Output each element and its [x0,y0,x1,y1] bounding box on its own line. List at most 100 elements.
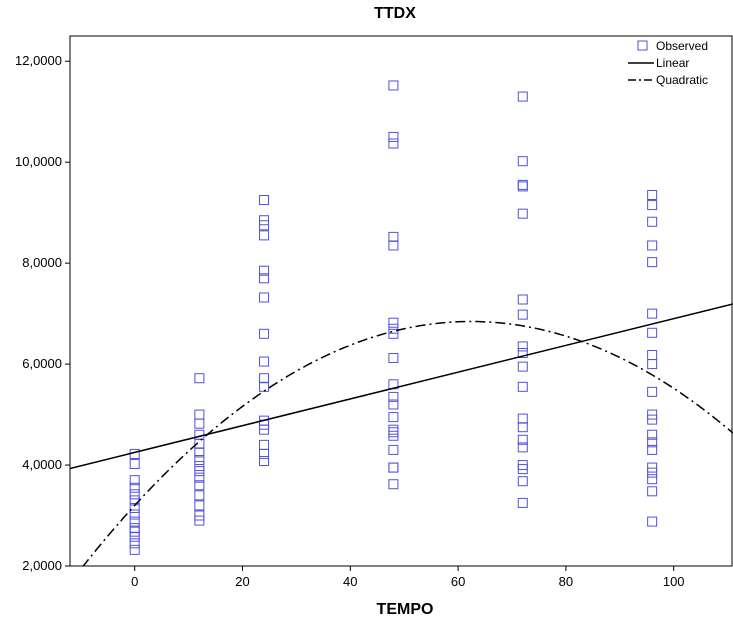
observed-point [388,80,399,91]
plot-frame [69,35,733,567]
observed-point [259,356,270,367]
observed-point [129,523,140,534]
observed-point [259,195,270,206]
observed-point [517,361,528,372]
observed-point [129,531,140,542]
observed-point [517,460,528,471]
observed-point [517,347,528,358]
observed-point [194,500,205,511]
observed-point [388,479,399,490]
observed-point [194,515,205,526]
observed-point [259,456,270,467]
observed-point [647,414,658,425]
observed-point [388,424,399,435]
observed-point [388,462,399,473]
x-tick-label: 80 [559,574,573,589]
observed-point [647,467,658,478]
observed-point [259,448,270,459]
x-tick-label: 0 [131,574,138,589]
observed-point [647,474,658,485]
observed-point [647,190,658,200]
observed-point [647,462,658,473]
observed-point [388,427,399,438]
observed-point [388,317,399,328]
observed-point [647,216,658,227]
observed-point [259,292,270,303]
observed-point [388,462,399,473]
observed-point [194,490,205,501]
observed-point [194,510,205,521]
observed-point [129,538,140,549]
x-tick-label: 60 [451,574,465,589]
observed-point [194,447,205,458]
observed-point [517,422,528,433]
observed-point [517,434,528,445]
observed-point [517,341,528,352]
observed-point [194,480,205,491]
observed-point [647,444,658,455]
observed-point [647,240,658,251]
observed-point [259,215,270,226]
observed-point [194,418,205,429]
observed-point [129,502,140,513]
observed-point [129,526,140,537]
observed-point [388,138,399,149]
legend-label: Linear [656,56,689,70]
observed-point [388,444,399,455]
legend-observed-marker [637,40,648,51]
observed-point [194,373,205,384]
observed-point [647,386,658,397]
observed-point [259,439,270,450]
observed-point [388,391,399,402]
observed-point [194,455,205,465]
legend: Observed Linear Quadratic [628,39,708,87]
observed-point [129,459,140,470]
observed-point [647,516,658,527]
observed-point [647,359,658,370]
x-tick-label: 20 [235,574,249,589]
observed-point [517,208,528,219]
observed-point [129,489,140,500]
observed-point [194,466,205,477]
observed-point [647,486,658,497]
observed-point [129,475,140,486]
observed-point [259,220,270,231]
observed-point [259,381,270,392]
observed-point [388,240,399,251]
y-tick-label: 6,0000 [22,356,62,371]
observed-point [647,350,658,361]
observed-point [259,328,270,339]
observed-point [129,516,140,527]
y-tick-label: 2,0000 [22,558,62,573]
x-axis-label: TEMPO [377,601,434,618]
observed-point [647,308,658,319]
observed-point [517,181,528,192]
observed-point [647,200,658,211]
observed-point [647,437,658,448]
observed-point [388,353,399,364]
observed-point [259,373,270,384]
observed-point [517,381,528,392]
observed-point [388,131,399,142]
observed-point [129,482,140,493]
quadratic-fit-curve [82,320,733,566]
x-tick-label: 40 [343,574,357,589]
legend-label: Quadratic [656,73,708,87]
observed-point [517,497,528,508]
x-tick-label: 100 [663,574,685,589]
observed-point [194,461,205,472]
observed-point [388,430,399,441]
observed-point [388,323,399,334]
observed-point [388,328,399,339]
observed-point [517,294,528,305]
observed-point [647,409,658,420]
observed-point [259,424,270,435]
observed-point [259,273,270,284]
observed-point [388,399,399,410]
chart-title: TTDX [374,5,416,22]
y-tick-label: 8,0000 [22,255,62,270]
observed-point [517,91,528,102]
legend-label: Observed [656,39,708,53]
observed-point [388,231,399,242]
